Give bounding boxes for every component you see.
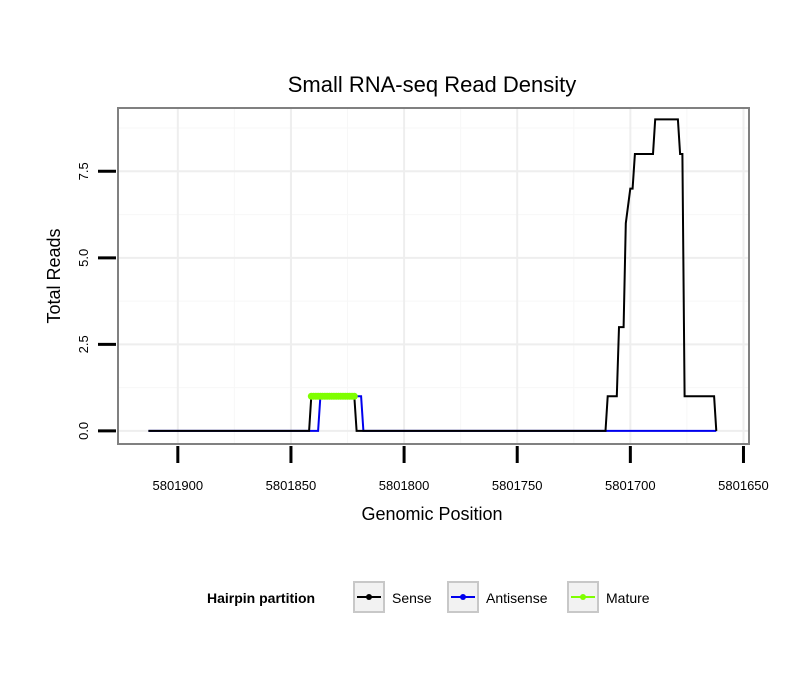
axes: 5801900 5801850 5801800 5801750 5801700 58016…: [76, 162, 769, 493]
x-tick-label: 5801800: [379, 478, 430, 493]
legend-key-antisense-point: [460, 594, 466, 600]
grid: [119, 109, 748, 443]
legend: Hairpin partition Sense Antisense Mature: [207, 581, 650, 613]
legend-label-sense: Sense: [392, 590, 432, 606]
y-tick-label: 5.0: [76, 249, 91, 267]
series-point-mature: [350, 392, 358, 400]
y-tick-label: 0.0: [76, 422, 91, 440]
legend-key-mature-point: [580, 594, 586, 600]
y-axis-title: Total Reads: [44, 228, 64, 323]
x-tick-label: 5801700: [605, 478, 656, 493]
series-line-sense: [148, 118, 718, 432]
legend-title: Hairpin partition: [207, 590, 315, 606]
x-tick-label: 5801850: [266, 478, 317, 493]
series-layer: [148, 118, 718, 432]
x-tick-label: 5801750: [492, 478, 543, 493]
chart-title: Small RNA-seq Read Density: [288, 72, 577, 97]
y-tick-label: 7.5: [76, 162, 91, 180]
x-tick-label: 5801900: [153, 478, 204, 493]
legend-key-sense-point: [366, 594, 372, 600]
legend-label-antisense: Antisense: [486, 590, 548, 606]
plot-panel-border: [117, 107, 750, 445]
x-tick-label: 5801650: [718, 478, 769, 493]
legend-label-mature: Mature: [606, 590, 650, 606]
y-tick-label: 2.5: [76, 335, 91, 353]
x-axis-title: Genomic Position: [361, 504, 502, 524]
